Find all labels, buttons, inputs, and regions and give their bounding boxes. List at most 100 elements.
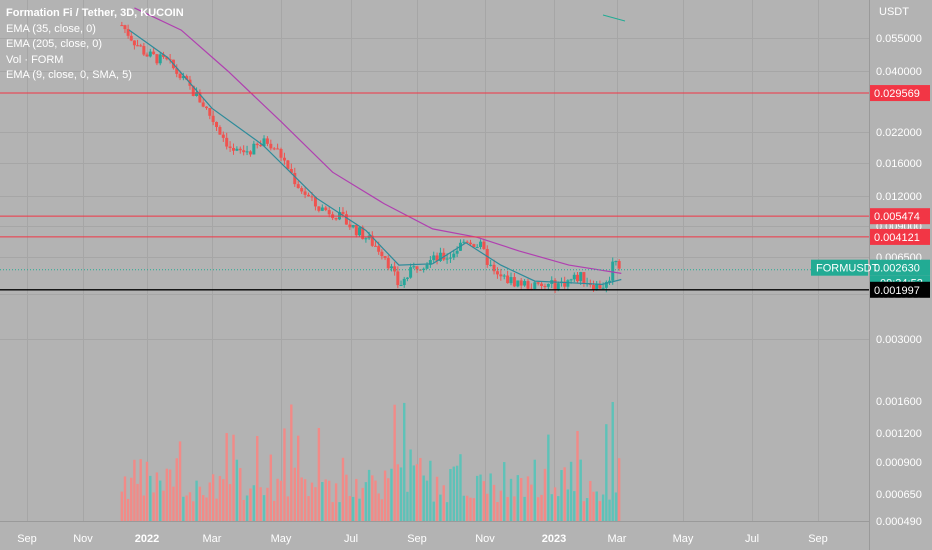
legend-volume-ema[interactable]: EMA (9, close, 0, SMA, 5): [6, 69, 132, 81]
candle-body: [181, 76, 185, 79]
candle-body: [178, 73, 182, 79]
volume-bar: [331, 502, 334, 521]
candle-body: [255, 143, 259, 146]
candle-body: [617, 261, 621, 269]
volume-bar: [462, 495, 466, 521]
candle-body: [201, 102, 205, 107]
volume-bar: [259, 487, 262, 521]
volume-bar: [377, 493, 380, 521]
volume-bar: [523, 496, 526, 521]
candle-body: [320, 207, 324, 211]
candle-body: [142, 46, 146, 55]
candle-body: [611, 261, 615, 281]
volume-bar: [585, 498, 589, 521]
candle-body: [435, 255, 439, 261]
candle-body: [489, 264, 493, 266]
volume-bar: [139, 459, 142, 521]
price-tick-label: 0.040000: [876, 66, 922, 78]
symbol-badge-bg: [811, 259, 868, 276]
candle-body: [310, 196, 314, 198]
volume-bar: [367, 469, 371, 521]
legend-volume[interactable]: Vol · FORM: [6, 53, 64, 66]
candle-body: [286, 160, 290, 170]
candle-body: [495, 271, 499, 275]
candle-body: [162, 54, 166, 57]
time-tick-label: May: [673, 533, 694, 545]
candle-body: [152, 51, 156, 55]
volume-bar: [133, 459, 136, 521]
volume-bar: [149, 475, 152, 521]
candle-body: [259, 145, 263, 147]
legend-ema-205[interactable]: EMA (205, close, 0): [6, 38, 102, 50]
candle-body: [293, 172, 297, 185]
volume-tick-label: 0.000490: [876, 516, 922, 528]
time-tick-label: Mar: [203, 533, 222, 545]
volume-bar: [412, 465, 416, 521]
volume-bar: [165, 468, 169, 521]
volume-bar: [557, 496, 560, 521]
volume-bar: [185, 495, 188, 521]
candle-body: [252, 143, 256, 155]
price-tick-label: 0.055000: [876, 33, 922, 45]
legend-ema-35[interactable]: EMA (35, close, 0): [6, 22, 96, 35]
volume-bar: [608, 499, 611, 521]
price-tick-label: 0.003000: [876, 334, 922, 346]
volume-bar: [245, 495, 249, 521]
volume-bar: [120, 491, 124, 521]
volume-bar: [142, 495, 146, 521]
volume-bar: [205, 497, 208, 521]
level-badge: 0.004121: [874, 232, 920, 244]
volume-bar: [348, 495, 352, 521]
volume-bar: [126, 498, 130, 521]
volume-bar: [569, 461, 573, 521]
time-tick-label: May: [271, 533, 292, 545]
candle-body: [428, 260, 432, 265]
volume-bars: [120, 401, 621, 521]
symbol-title[interactable]: Formation Fi / Tether, 3D, KUCOIN: [6, 7, 184, 19]
candle-body: [373, 245, 377, 247]
candle-body: [358, 227, 362, 236]
volume-bar: [317, 427, 321, 521]
candle-body: [139, 45, 143, 47]
volume-bar: [513, 496, 516, 521]
candle-body: [509, 277, 513, 284]
candle-body: [472, 244, 476, 248]
chart-legend: Formation Fi / Tether, 3D, KUCOIN EMA (3…: [6, 6, 184, 84]
trend-line-drawing: [602, 14, 626, 22]
candle-body: [543, 285, 547, 287]
volume-bar: [576, 430, 579, 521]
candle-body: [364, 238, 368, 240]
current-price-badge-bg: [870, 259, 930, 276]
volume-tick-label: 0.001600: [876, 396, 922, 408]
candle-body: [556, 283, 560, 291]
candle-body: [341, 211, 345, 215]
volume-bar: [235, 459, 239, 521]
volume-bar: [175, 458, 178, 521]
candle-body: [415, 266, 419, 270]
volume-bar: [371, 475, 374, 521]
volume-bar: [242, 499, 245, 521]
volume-bar: [503, 462, 506, 521]
candle-body: [235, 148, 239, 151]
candle-body: [540, 283, 544, 286]
candle-body: [445, 258, 449, 260]
volume-bar: [439, 494, 442, 521]
candle-body: [191, 85, 195, 96]
price-tick-label: 0.012000: [876, 191, 922, 203]
volume-bar: [496, 502, 499, 521]
candle-body: [399, 285, 403, 287]
volume-bar: [162, 490, 165, 521]
candle-body: [462, 241, 466, 243]
candle-body: [338, 211, 342, 220]
volume-bar: [396, 464, 400, 521]
volume-bar: [442, 485, 445, 521]
candle-body: [448, 257, 452, 259]
ema-205-line: [134, 7, 622, 274]
candle-body: [370, 235, 374, 246]
candle-body: [569, 279, 573, 281]
candle-body: [276, 148, 280, 150]
volume-bar: [290, 404, 293, 521]
candle-body: [208, 108, 212, 116]
